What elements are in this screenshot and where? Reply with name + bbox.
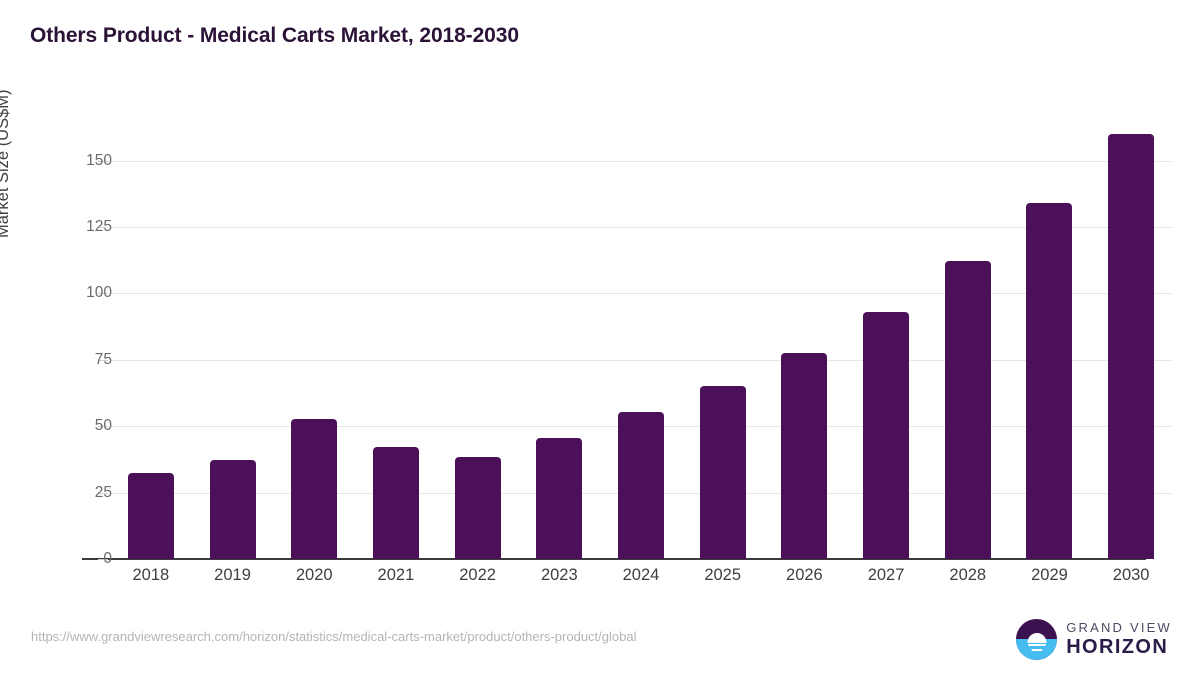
bar[interactable] <box>944 260 991 559</box>
logo-top-text: GRAND VIEW <box>1066 620 1172 635</box>
logo-ray-lower <box>1031 648 1043 651</box>
x-axis-tick-label: 2022 <box>459 566 496 584</box>
x-axis-tick-label: 2026 <box>786 566 823 584</box>
bar[interactable] <box>127 473 174 559</box>
bar-group[interactable] <box>437 138 519 559</box>
x-axis-tick-label: 2029 <box>1031 566 1068 584</box>
x-axis-tick-label: 2021 <box>377 566 415 584</box>
grand-view-horizon-logo: GRAND VIEW HORIZON <box>1016 618 1172 660</box>
bar[interactable] <box>454 457 501 559</box>
bar-group[interactable] <box>518 138 600 559</box>
y-axis-tick-mark <box>98 492 108 494</box>
bar[interactable] <box>699 386 746 559</box>
source-url[interactable]: https://www.grandviewresearch.com/horizo… <box>31 629 637 644</box>
bar-group[interactable] <box>927 138 1009 559</box>
x-axis-line <box>82 558 1146 560</box>
y-axis-tick-label: 100 <box>86 284 112 302</box>
chart-canvas: Market Size (US$M) 0 25 50 75 100 125 150 2018 2… <box>0 89 1172 584</box>
x-axis-tick-label: 2018 <box>132 566 170 584</box>
bar[interactable] <box>863 311 910 559</box>
bar[interactable] <box>372 446 419 559</box>
logo-sun-dome <box>1027 633 1047 644</box>
sunrise-circle-icon <box>1016 618 1058 660</box>
y-axis-tick-label: 0 <box>103 550 112 567</box>
x-axis-tick-label: 2020 <box>295 566 333 584</box>
bar[interactable] <box>291 419 338 559</box>
y-axis-tick-label: 50 <box>94 417 112 435</box>
bar[interactable] <box>1108 133 1155 559</box>
y-axis-tick-mark <box>98 359 108 361</box>
logo-wordmark: GRAND VIEW HORIZON <box>1066 621 1172 657</box>
x-axis-tick-label: 2019 <box>214 566 251 584</box>
page-title: Others Product - Medical Carts Market, 2… <box>30 24 519 47</box>
y-axis-tick-label: 150 <box>86 151 112 169</box>
bar-group[interactable] <box>845 138 927 559</box>
bar-series <box>110 133 1172 559</box>
y-axis-label: Market Size (US$M) <box>0 89 12 238</box>
x-axis-tick-label: 2028 <box>949 566 987 584</box>
bar[interactable] <box>1026 203 1073 559</box>
bar-group[interactable] <box>764 138 846 559</box>
y-axis-tick-label: 75 <box>94 350 112 368</box>
gridline <box>110 226 1172 228</box>
y-axis-tick-label: 125 <box>86 217 112 235</box>
y-axis-tick-mark <box>98 226 108 228</box>
bar-group[interactable] <box>682 138 764 559</box>
bar[interactable] <box>781 353 828 559</box>
bar[interactable] <box>209 460 256 559</box>
logo-ray-upper <box>1027 644 1046 647</box>
x-axis-tick-label: 2030 <box>1112 566 1150 584</box>
y-axis-tick-mark <box>98 426 108 428</box>
x-axis-tick-label: 2023 <box>540 566 578 584</box>
bar-group[interactable] <box>1009 138 1091 559</box>
gridline <box>110 293 1172 295</box>
y-axis-tick-label: 25 <box>94 483 112 501</box>
x-axis-tick-label: 2024 <box>622 566 660 584</box>
bar-group[interactable] <box>273 138 355 559</box>
y-axis-tick-mark <box>98 293 108 295</box>
logo-bottom-text: HORIZON <box>1066 636 1169 658</box>
bar-group[interactable] <box>355 138 437 559</box>
bar-group[interactable] <box>1090 133 1172 559</box>
gridline <box>110 160 1172 162</box>
bar[interactable] <box>617 412 664 559</box>
gridline <box>110 359 1172 361</box>
bar[interactable] <box>536 437 583 559</box>
y-axis-tick-mark <box>98 559 108 560</box>
x-axis-tick-label: 2025 <box>704 566 742 584</box>
bar-group[interactable] <box>192 138 274 559</box>
bar-group[interactable] <box>600 138 682 559</box>
x-axis-tick-label: 2027 <box>867 566 905 584</box>
y-axis-tick-mark <box>98 160 108 162</box>
bar-group[interactable] <box>110 138 192 559</box>
